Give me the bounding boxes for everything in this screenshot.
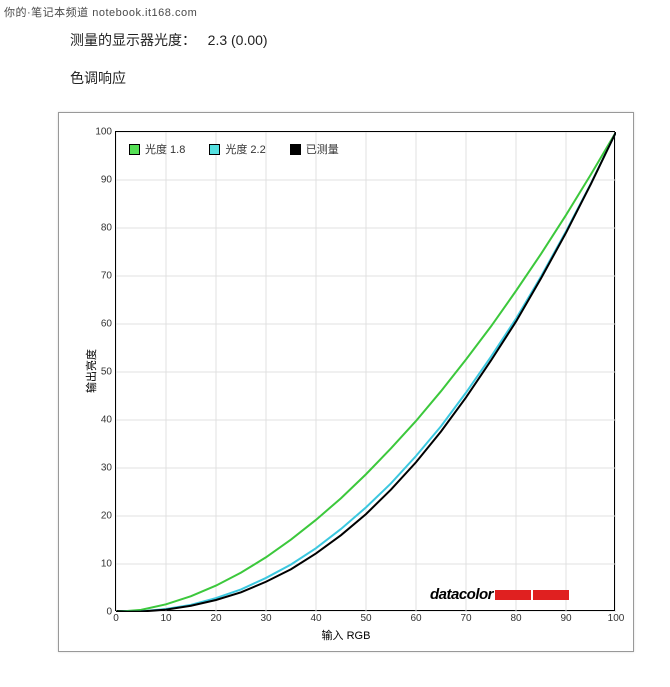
y-tick-label: 70: [101, 271, 112, 282]
x-tick-label: 60: [410, 613, 421, 624]
legend-item-measured: 已测量: [290, 141, 339, 157]
brand-bar: [533, 590, 569, 600]
x-tick-label: 10: [160, 613, 171, 624]
measured-gamma-line: 测量的显示器光度： 2.3 (0.00): [70, 30, 670, 50]
y-axis-label: 输出亮度: [83, 349, 99, 393]
chart-svg: [116, 132, 616, 612]
x-tick-label: 100: [608, 613, 625, 624]
plot-area: 0102030405060708090100 01020304050607080…: [115, 131, 615, 611]
y-tick-label: 40: [101, 415, 112, 426]
x-tick-label: 0: [113, 613, 119, 624]
x-tick-label: 90: [560, 613, 571, 624]
y-tick-label: 60: [101, 319, 112, 330]
legend-label: 光度 1.8: [145, 141, 185, 157]
x-tick-label: 70: [460, 613, 471, 624]
x-axis-label: 输入 RGB: [322, 627, 371, 643]
section-title: 色调响应: [70, 68, 670, 88]
brand-badge: datacolor: [430, 586, 569, 603]
y-tick-label: 30: [101, 463, 112, 474]
measured-gamma-label: 测量的显示器光度：: [70, 32, 196, 48]
y-tick-label: 90: [101, 175, 112, 186]
legend-swatch-gamma18: [129, 144, 140, 155]
x-tick-label: 20: [210, 613, 221, 624]
brand-bar: [495, 590, 531, 600]
x-tick-label: 80: [510, 613, 521, 624]
y-tick-label: 20: [101, 511, 112, 522]
legend-item-gamma18: 光度 1.8: [129, 141, 185, 157]
x-tick-label: 50: [360, 613, 371, 624]
y-tick-label: 80: [101, 223, 112, 234]
measured-gamma-value: 2.3 (0.00): [208, 32, 268, 48]
y-tick-label: 50: [101, 367, 112, 378]
x-tick-label: 30: [260, 613, 271, 624]
legend-swatch-measured: [290, 144, 301, 155]
brand-bars: [495, 590, 569, 600]
legend-swatch-gamma22: [209, 144, 220, 155]
grid-lines: [116, 132, 616, 612]
legend-label: 已测量: [306, 141, 339, 157]
chart-legend: 光度 1.8 光度 2.2 已测量: [129, 141, 339, 157]
y-tick-label: 100: [95, 127, 112, 138]
brand-text: datacolor: [430, 586, 493, 603]
y-tick-label: 0: [106, 607, 112, 618]
x-tick-label: 40: [310, 613, 321, 624]
legend-label: 光度 2.2: [225, 141, 265, 157]
watermark-text: 你的·笔记本频道 notebook.it168.com: [4, 4, 197, 20]
y-tick-label: 10: [101, 559, 112, 570]
legend-item-gamma22: 光度 2.2: [209, 141, 265, 157]
chart-container: 光度 1.8 光度 2.2 已测量 0102030405060708090100…: [58, 112, 634, 652]
